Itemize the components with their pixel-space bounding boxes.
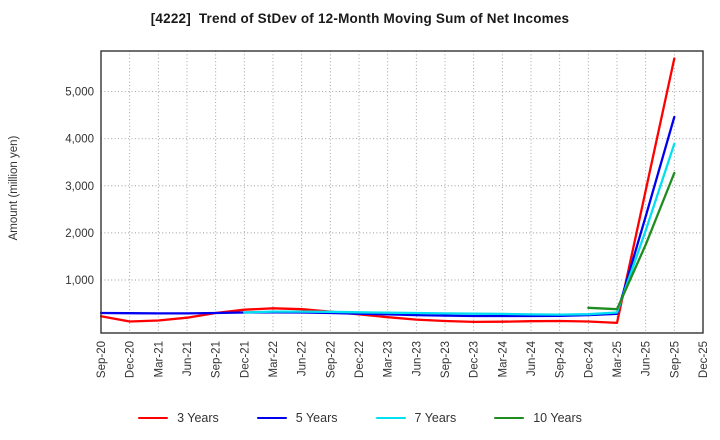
- x-tick-label: Dec-22: [354, 341, 366, 378]
- x-tick-label: Sep-22: [325, 341, 337, 378]
- x-tick-label: Dec-21: [239, 341, 251, 378]
- series-line-3-years: [99, 57, 676, 325]
- x-tick-label: Mar-24: [497, 340, 509, 377]
- x-tick-label: Sep-21: [211, 341, 223, 378]
- x-tick-label: Dec-25: [698, 341, 710, 378]
- legend-swatch: [494, 416, 525, 420]
- x-tick-label: Dec-20: [125, 341, 137, 378]
- legend-swatch: [138, 416, 169, 420]
- plot-border: [100, 50, 704, 334]
- legend-swatch: [256, 416, 287, 420]
- legend-swatch: [375, 416, 406, 420]
- x-tick-label: Mar-21: [153, 341, 165, 377]
- y-tick-label: 1,000: [65, 275, 94, 287]
- x-tick-label: Jun-24: [526, 340, 538, 376]
- y-tick-label: 4,000: [65, 134, 94, 146]
- x-tick-label: Jun-21: [182, 341, 194, 376]
- x-tick-label: Jun-23: [411, 341, 423, 376]
- legend: 3 Years 5 Years 7 Years 10 Years: [0, 405, 720, 431]
- gridlines: [100, 51, 704, 333]
- x-tick-label: Sep-25: [669, 341, 681, 378]
- legend-label: 3 Years: [177, 411, 219, 425]
- x-tick-labels: Sep-20 Dec-20 Mar-21 Jun-21 Sep-21 Dec-21 Mar-…: [96, 340, 710, 378]
- x-tick-label: Sep-24: [555, 340, 567, 378]
- legend-item-7-years: 7 Years: [375, 411, 457, 425]
- series-line-10-years: [587, 171, 676, 311]
- x-tick-label: Mar-25: [612, 341, 624, 377]
- x-tick-label: Sep-23: [440, 341, 452, 378]
- series-line-7-years: [243, 142, 676, 316]
- y-tick-label: 2,000: [65, 228, 94, 240]
- legend-label: 7 Years: [414, 411, 457, 425]
- y-tick-labels: 1,000 2,000 3,000 4,000 5,000: [65, 87, 94, 287]
- x-tick-label: Mar-23: [383, 341, 395, 377]
- chart-title: [4222] Trend of StDev of 12-Month Moving…: [150, 11, 570, 26]
- x-tick-label: Jun-22: [297, 341, 309, 376]
- legend-item-3-years: 3 Years: [138, 411, 219, 425]
- legend-item-10-years: 10 Years: [494, 411, 582, 425]
- x-tick-label: Dec-24: [583, 340, 595, 378]
- x-tick-label: Mar-22: [268, 341, 280, 377]
- x-tick-label: Jun-25: [641, 341, 653, 376]
- legend-label: 5 Years: [295, 411, 338, 425]
- y-tick-label: 5,000: [65, 87, 94, 99]
- x-tick-label: Sep-20: [96, 341, 108, 378]
- legend-item-5-years: 5 Years: [256, 411, 338, 425]
- y-tick-label: 3,000: [65, 181, 94, 193]
- legend-label: 10 Years: [533, 411, 582, 425]
- x-tick-label: Dec-23: [469, 341, 481, 378]
